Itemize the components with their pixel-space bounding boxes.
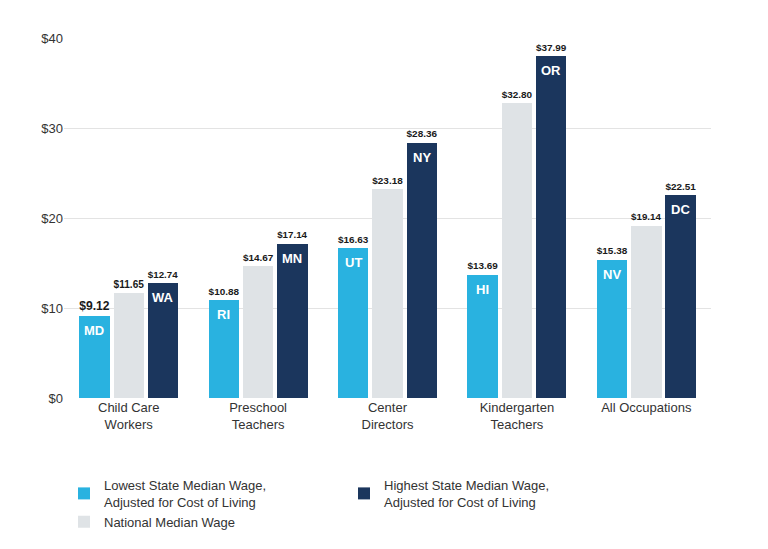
svg-text:$23.18: $23.18 [372, 175, 403, 186]
svg-text:$13.69: $13.69 [467, 260, 498, 271]
svg-text:UT: UT [345, 255, 362, 270]
svg-text:$32.80: $32.80 [502, 89, 533, 100]
svg-text:MN: MN [282, 251, 302, 266]
svg-text:$10: $10 [41, 301, 63, 316]
svg-text:$30: $30 [41, 121, 63, 136]
svg-text:MD: MD [84, 323, 104, 338]
svg-text:Lowest State Median Wage,Adjus: Lowest State Median Wage,Adjusted for Co… [104, 478, 266, 510]
svg-text:DC: DC [671, 202, 690, 217]
svg-text:$28.36: $28.36 [407, 128, 438, 139]
svg-text:Highest State Median Wage,Adju: Highest State Median Wage,Adjusted for C… [384, 478, 549, 510]
svg-text:$22.51: $22.51 [665, 181, 696, 192]
svg-text:$40: $40 [41, 31, 63, 46]
svg-text:$11.65: $11.65 [114, 279, 145, 290]
svg-text:KindergartenTeachers: KindergartenTeachers [480, 400, 554, 432]
svg-text:All Occupations: All Occupations [601, 400, 692, 415]
svg-text:$16.63: $16.63 [338, 234, 369, 245]
svg-text:$19.14: $19.14 [631, 211, 661, 222]
svg-text:Child CareWorkers: Child CareWorkers [98, 400, 159, 432]
svg-text:PreschoolTeachers: PreschoolTeachers [229, 400, 287, 432]
svg-text:RI: RI [217, 307, 230, 322]
svg-text:$17.14: $17.14 [277, 229, 307, 240]
svg-text:$9.12: $9.12 [79, 299, 110, 313]
svg-text:NY: NY [413, 150, 431, 165]
svg-text:$12.74: $12.74 [148, 269, 178, 280]
svg-text:National Median Wage: National Median Wage [104, 515, 235, 530]
svg-text:$15.38: $15.38 [597, 245, 628, 256]
svg-text:$0: $0 [49, 391, 63, 406]
svg-text:WA: WA [152, 290, 174, 305]
svg-text:HI: HI [476, 282, 489, 297]
svg-text:CenterDirectors: CenterDirectors [361, 400, 414, 432]
svg-text:$14.67: $14.67 [243, 252, 274, 263]
svg-text:$10.88: $10.88 [209, 286, 240, 297]
svg-text:OR: OR [541, 63, 561, 78]
svg-text:$20: $20 [41, 211, 63, 226]
svg-text:NV: NV [603, 267, 621, 282]
svg-text:$37.99: $37.99 [536, 42, 567, 53]
